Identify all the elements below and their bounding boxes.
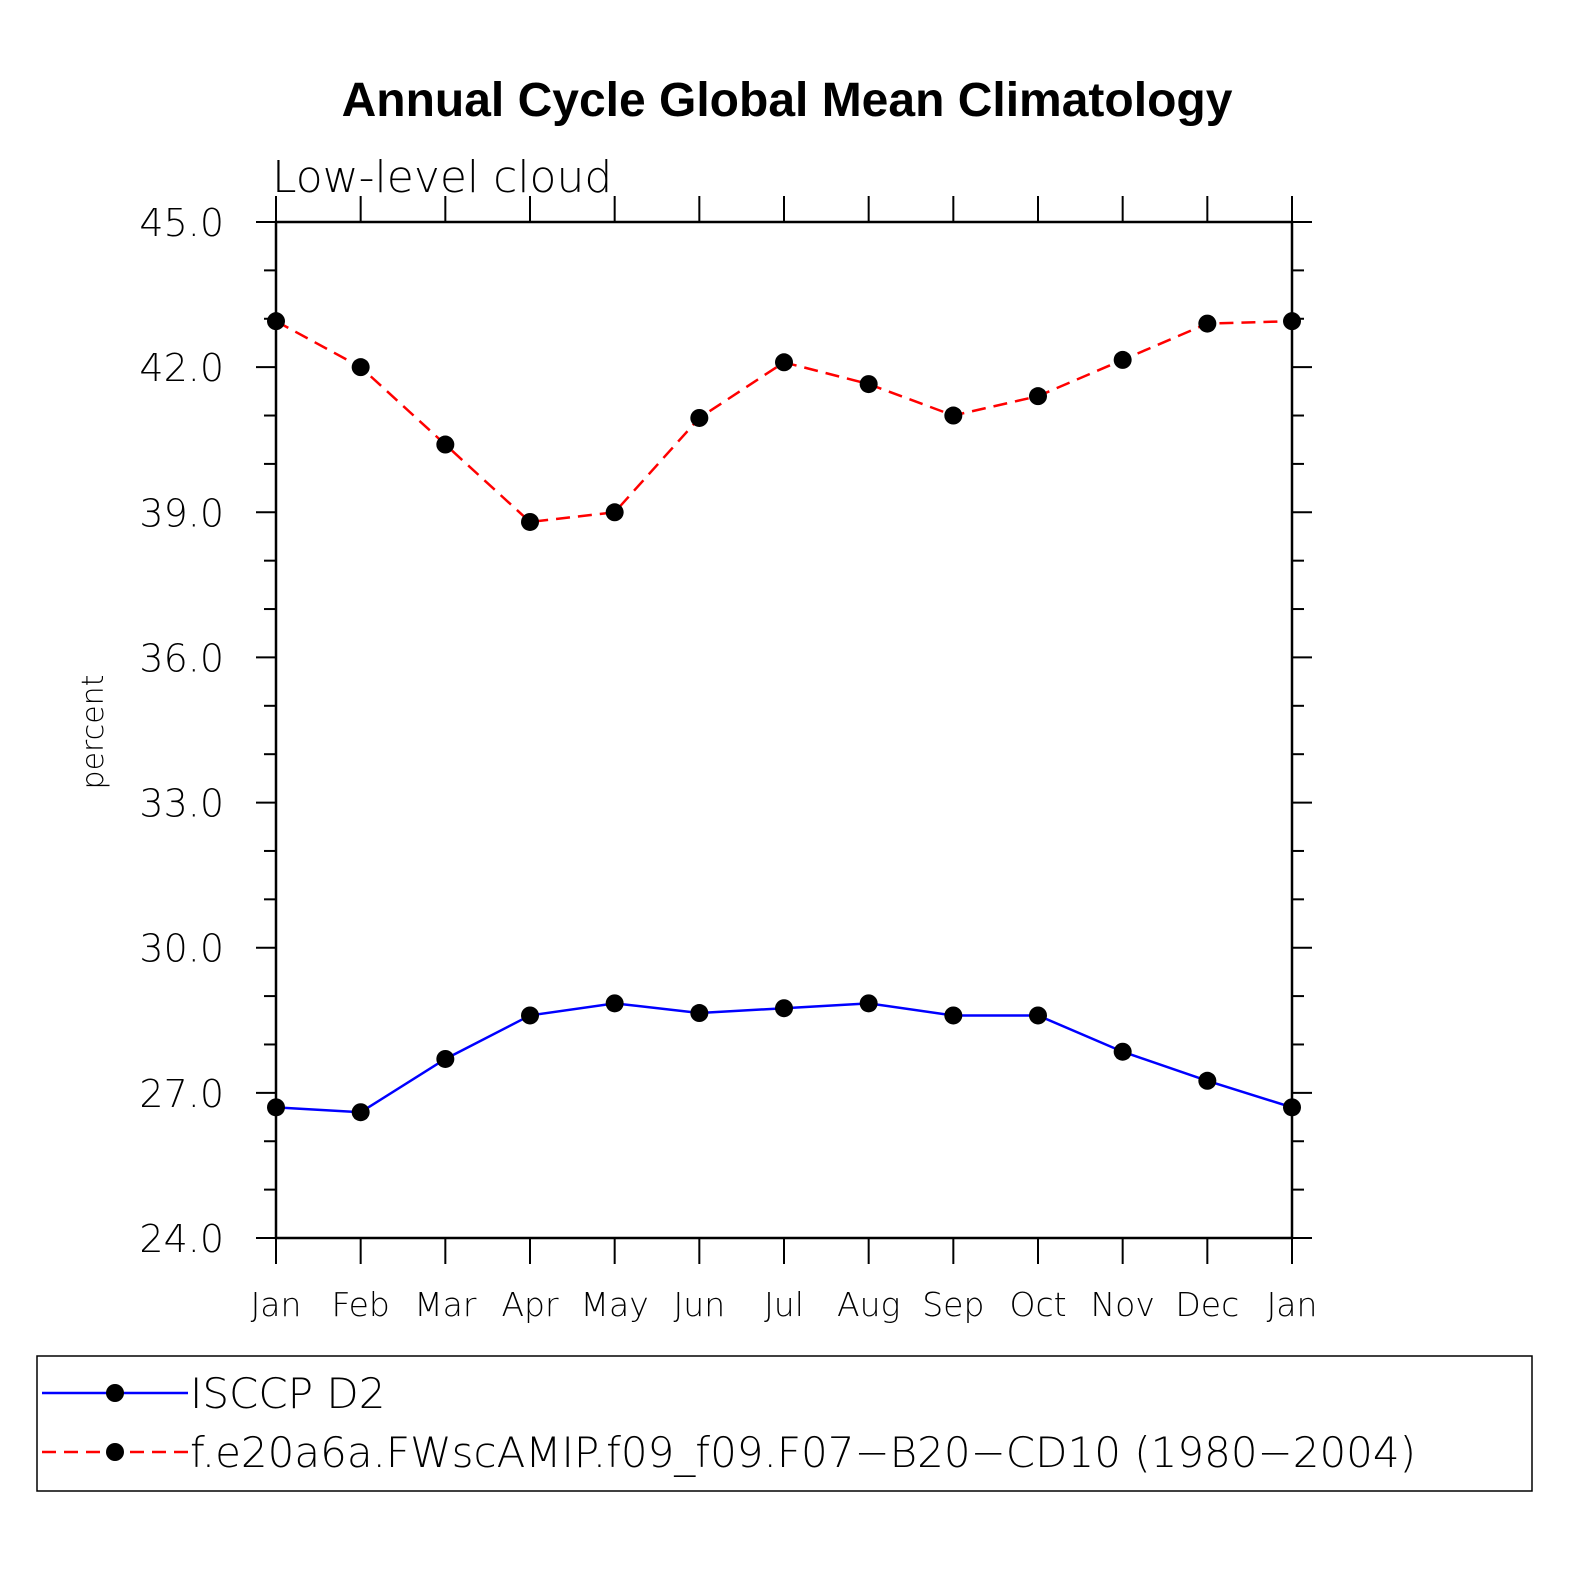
data-point bbox=[605, 994, 624, 1013]
y-tick-label: 30.0 bbox=[139, 927, 224, 971]
x-tick-label: Oct bbox=[1009, 1285, 1066, 1324]
data-point bbox=[351, 1103, 370, 1122]
data-point bbox=[351, 358, 370, 377]
y-tick-label: 45.0 bbox=[139, 201, 224, 245]
series-1 bbox=[267, 994, 1301, 1122]
legend: ISCCP D2 f.e20a6a.FWscAMIP.f09_f09.F07−B2… bbox=[36, 1355, 1533, 1492]
y-tick-label: 39.0 bbox=[139, 491, 224, 535]
series-layer bbox=[267, 312, 1301, 1122]
x-tick-label: Nov bbox=[1090, 1285, 1154, 1324]
data-point bbox=[1198, 1071, 1217, 1090]
data-point bbox=[775, 353, 793, 372]
x-tick-label: Jun bbox=[674, 1285, 726, 1324]
axes: 24.0 27.0 30.0 33.0 36.0 39.0 42.0 45.0 Jan Feb Ma… bbox=[139, 196, 1317, 1324]
x-tick-label: Feb bbox=[331, 1285, 389, 1324]
data-point bbox=[1029, 1006, 1047, 1025]
data-point bbox=[1113, 1042, 1132, 1061]
y-tick-label: 42.0 bbox=[139, 346, 224, 390]
data-point bbox=[1283, 1098, 1301, 1117]
data-point bbox=[690, 1004, 709, 1023]
legend-marker-1 bbox=[106, 1384, 124, 1402]
data-point bbox=[267, 1098, 285, 1117]
data-point bbox=[267, 312, 285, 331]
x-tick-label: Jan bbox=[251, 1285, 302, 1324]
data-point bbox=[521, 1006, 539, 1025]
data-point bbox=[944, 1006, 963, 1025]
y-axis-label: percent bbox=[76, 675, 111, 790]
data-point bbox=[521, 512, 539, 531]
x-tick-label: Dec bbox=[1175, 1285, 1239, 1324]
legend-box bbox=[36, 1355, 1533, 1492]
y-tick-label: 36.0 bbox=[139, 636, 224, 680]
y-tick-label: 24.0 bbox=[139, 1217, 224, 1261]
data-point bbox=[1113, 350, 1132, 369]
plot-frame bbox=[274, 220, 1294, 1240]
x-tick-label: Mar bbox=[414, 1285, 477, 1324]
data-point bbox=[605, 503, 624, 522]
chart-subtitle: Low-level cloud bbox=[272, 152, 612, 203]
legend-label-2: f.e20a6a.FWscAMIP.f09_f09.F07−B20−CD10 (… bbox=[190, 1428, 1416, 1477]
x-tick-label: May bbox=[581, 1285, 649, 1324]
series-2 bbox=[267, 312, 1301, 531]
data-point bbox=[690, 408, 709, 427]
legend-marker-2 bbox=[106, 1443, 124, 1461]
data-point bbox=[859, 375, 878, 394]
data-point bbox=[944, 406, 963, 425]
x-tick-label: Apr bbox=[501, 1285, 559, 1324]
legend-label-1: ISCCP D2 bbox=[190, 1369, 385, 1418]
data-point bbox=[775, 999, 793, 1018]
y-tick-label: 27.0 bbox=[139, 1072, 224, 1116]
x-tick-label: Jul bbox=[764, 1285, 804, 1324]
chart-title: Annual Cycle Global Mean Climatology bbox=[342, 74, 1233, 127]
series-line bbox=[275, 319, 1293, 524]
x-tick-label: Aug bbox=[837, 1285, 900, 1324]
data-point bbox=[1283, 312, 1301, 331]
y-tick-label: 33.0 bbox=[139, 782, 224, 826]
x-tick-label: Jan bbox=[1267, 1285, 1318, 1324]
data-point bbox=[1198, 314, 1217, 333]
data-point bbox=[1029, 387, 1047, 406]
data-point bbox=[859, 994, 878, 1013]
x-tick-label: Sep bbox=[922, 1285, 984, 1324]
data-point bbox=[436, 435, 455, 454]
series-line bbox=[275, 1002, 1293, 1114]
data-point bbox=[436, 1049, 455, 1068]
